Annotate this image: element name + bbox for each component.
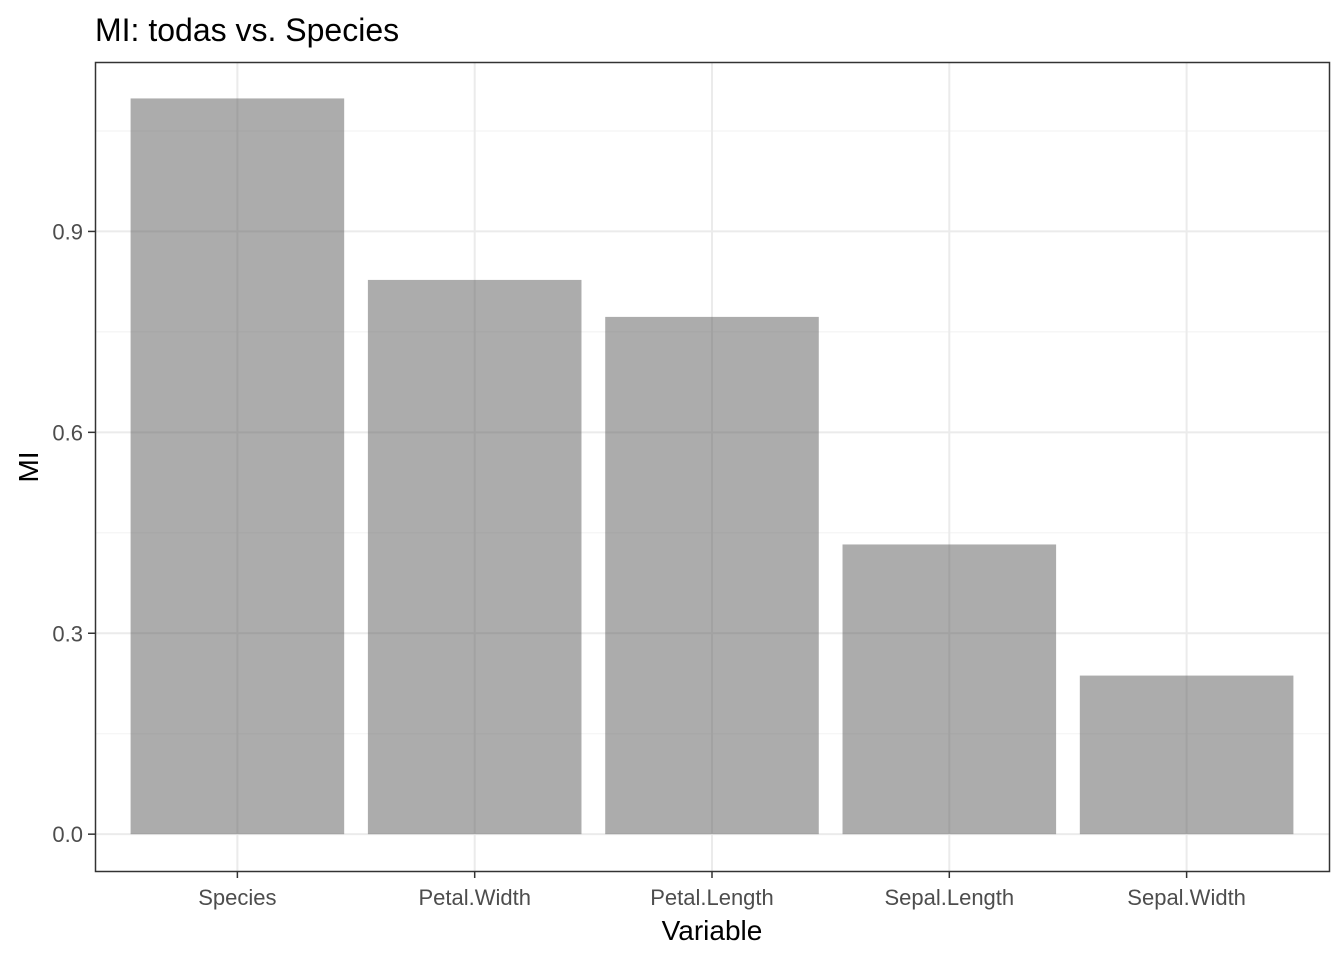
bar-petal-length xyxy=(605,316,819,835)
bar-species xyxy=(130,98,345,835)
chart-title: MI: todas vs. Species xyxy=(95,12,399,48)
x-axis-title: Variable xyxy=(662,915,763,946)
y-axis: 0.0 0.3 0.6 0.9 xyxy=(52,219,95,847)
y-axis-title: MI xyxy=(13,451,44,482)
y-tick-label: 0.9 xyxy=(52,219,83,244)
x-tick-label: Sepal.Width xyxy=(1127,885,1246,910)
y-tick-label: 0.6 xyxy=(52,420,83,445)
x-tick-label: Species xyxy=(198,885,276,910)
bars xyxy=(130,98,1294,835)
bar-sepal-length xyxy=(842,544,1057,835)
x-tick-label: Petal.Length xyxy=(650,885,774,910)
bar-petal-width xyxy=(367,279,582,835)
x-tick-label: Petal.Width xyxy=(418,885,531,910)
bar-sepal-width xyxy=(1079,675,1294,835)
y-tick-label: 0.0 xyxy=(52,822,83,847)
x-axis: Species Petal.Width Petal.Length Sepal.Leng… xyxy=(198,871,1246,910)
y-tick-label: 0.3 xyxy=(52,621,83,646)
x-tick-label: Sepal.Length xyxy=(884,885,1014,910)
